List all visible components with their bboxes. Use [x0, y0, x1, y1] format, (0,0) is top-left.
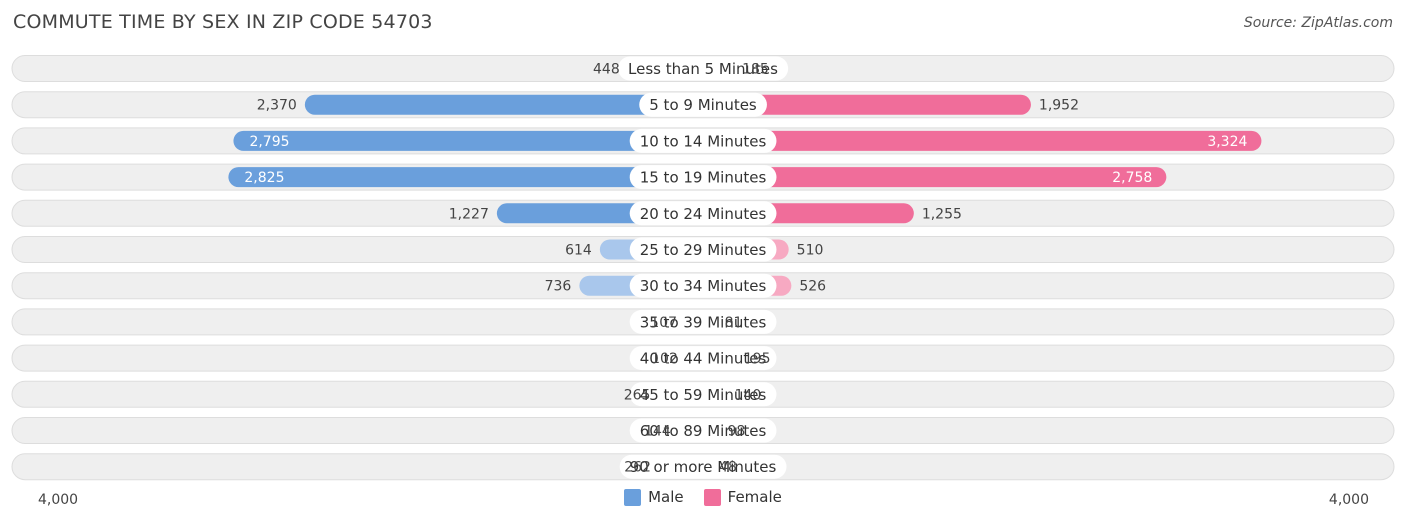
value-label-female: 510 — [797, 243, 824, 259]
value-label-male: 614 — [565, 243, 592, 259]
category-label: 10 to 14 Minutes — [640, 132, 767, 150]
category-pill — [629, 165, 777, 190]
category-pill — [629, 382, 777, 407]
category-pill — [629, 128, 777, 153]
value-label-male: 2,795 — [249, 134, 289, 150]
value-label-female: 140 — [735, 387, 762, 403]
value-label-female: 1,952 — [1039, 98, 1079, 114]
category-pill — [629, 237, 777, 262]
value-label-female: 98 — [727, 424, 745, 440]
chart-source: Source: ZipAtlas.com — [1243, 15, 1393, 31]
category-pill — [629, 201, 777, 226]
category-label: 30 to 34 Minutes — [640, 277, 767, 295]
row-backgrounds — [11, 55, 1395, 481]
value-label-female: 3,324 — [1207, 134, 1247, 150]
legend-item-female[interactable]: Female — [703, 488, 782, 506]
axis-left-label: 4,000 — [38, 492, 78, 508]
category-label: 15 to 19 Minutes — [640, 169, 767, 187]
value-label-male: 1,227 — [449, 206, 489, 222]
bar-female[interactable] — [703, 94, 1031, 115]
value-label-female: 81 — [725, 315, 743, 331]
bars — [228, 58, 1262, 477]
value-label-female: 48 — [719, 460, 737, 476]
value-label-male: 144 — [644, 424, 671, 440]
legend-label-male: Male — [648, 488, 684, 506]
value-label-female: 1,255 — [922, 206, 962, 222]
category-pill — [629, 273, 777, 298]
category-pill — [629, 346, 777, 371]
value-label-male: 262 — [624, 460, 651, 476]
value-label-female: 2,758 — [1112, 170, 1152, 186]
bar-male[interactable] — [228, 167, 703, 188]
labels: Less than 5 Minutes 448 185 5 to 9 Minutes 2… — [244, 56, 1248, 479]
category-pill — [629, 309, 777, 334]
category-label: 45 to 59 Minutes — [640, 386, 767, 404]
bar-female[interactable] — [703, 167, 1167, 188]
legend-swatch-male — [624, 488, 642, 506]
legend: Male Female — [0, 488, 1406, 506]
category-pill — [629, 418, 777, 443]
axis-right-label: 4,000 — [1329, 492, 1369, 508]
bar-female[interactable] — [703, 130, 1262, 151]
chart-title: COMMUTE TIME BY SEX IN ZIP CODE 54703 — [13, 11, 433, 33]
category-label: 90 or more Minutes — [630, 458, 777, 476]
value-label-female: 526 — [799, 279, 826, 295]
bar-male[interactable] — [304, 94, 703, 115]
category-label: 5 to 9 Minutes — [649, 96, 757, 114]
category-label: 60 to 89 Minutes — [640, 422, 767, 440]
category-pill — [619, 454, 787, 479]
category-pill — [618, 56, 789, 81]
value-label-male: 2,370 — [257, 98, 297, 114]
category-label: 35 to 39 Minutes — [640, 313, 767, 331]
bar-male[interactable] — [233, 130, 703, 151]
category-label: 20 to 24 Minutes — [640, 205, 767, 223]
legend-swatch-female — [703, 488, 721, 506]
value-label-male: 265 — [624, 387, 651, 403]
value-label-male: 102 — [651, 351, 678, 367]
category-label: 40 to 44 Minutes — [640, 350, 767, 368]
value-label-male: 448 — [593, 62, 620, 78]
value-label-male: 2,825 — [244, 170, 284, 186]
value-label-female: 195 — [744, 351, 771, 367]
category-label: 25 to 29 Minutes — [640, 241, 767, 259]
value-label-male: 736 — [545, 279, 572, 295]
category-label: Less than 5 Minutes — [628, 60, 778, 78]
value-label-female: 185 — [742, 62, 769, 78]
legend-item-male[interactable]: Male — [624, 488, 684, 506]
category-pill — [639, 92, 767, 117]
legend-label-female: Female — [727, 488, 782, 506]
value-label-male: 107 — [650, 315, 677, 331]
